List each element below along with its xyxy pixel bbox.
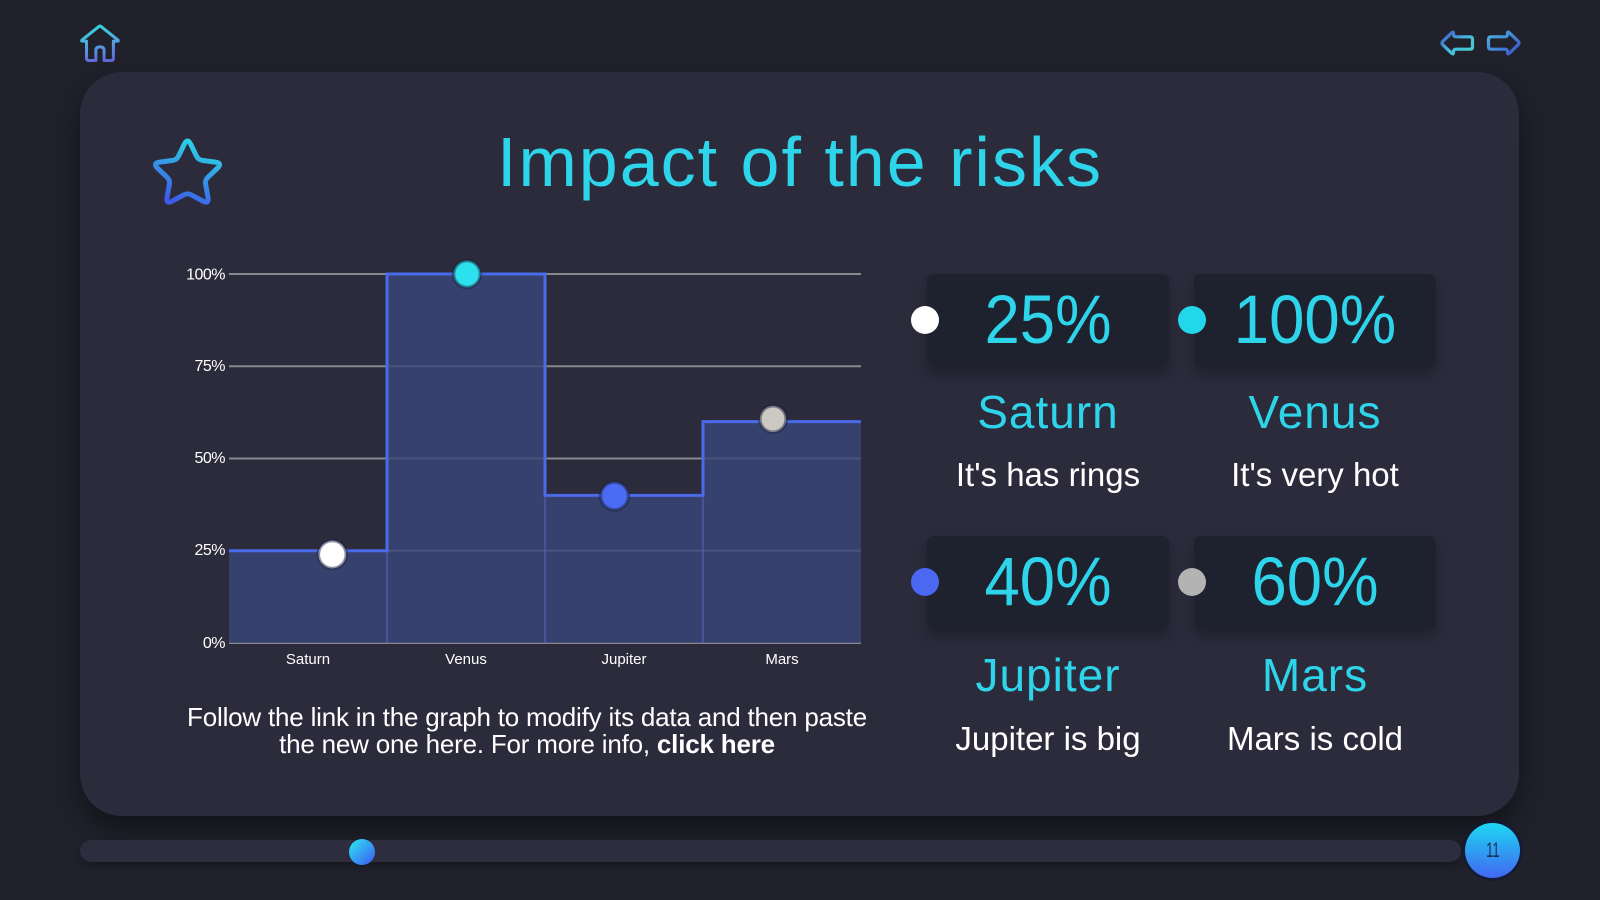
svg-text:Jupiter: Jupiter xyxy=(601,651,646,668)
svg-text:50%: 50% xyxy=(194,450,225,467)
svg-text:75%: 75% xyxy=(194,358,225,375)
svg-text:Venus: Venus xyxy=(445,651,487,668)
svg-text:25%: 25% xyxy=(194,542,225,559)
svg-text:Saturn: Saturn xyxy=(286,651,330,668)
svg-text:Mars: Mars xyxy=(765,651,798,668)
svg-text:0%: 0% xyxy=(203,635,225,652)
svg-text:100%: 100% xyxy=(186,267,225,284)
